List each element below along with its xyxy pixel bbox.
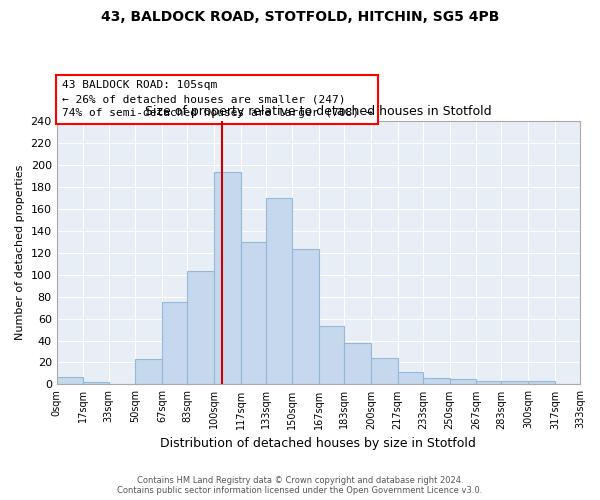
- Bar: [371, 358, 398, 384]
- Title: Size of property relative to detached houses in Stotfold: Size of property relative to detached ho…: [145, 106, 491, 118]
- Bar: [344, 342, 371, 384]
- Bar: [241, 242, 266, 384]
- Bar: [162, 302, 187, 384]
- Text: 43, BALDOCK ROAD, STOTFOLD, HITCHIN, SG5 4PB: 43, BALDOCK ROAD, STOTFOLD, HITCHIN, SG5…: [101, 10, 499, 24]
- Bar: [449, 379, 476, 384]
- Bar: [292, 250, 319, 384]
- Bar: [56, 376, 83, 384]
- Bar: [528, 381, 555, 384]
- X-axis label: Distribution of detached houses by size in Stotfold: Distribution of detached houses by size …: [160, 437, 476, 450]
- Bar: [187, 272, 214, 384]
- Text: Contains HM Land Registry data © Crown copyright and database right 2024.
Contai: Contains HM Land Registry data © Crown c…: [118, 476, 482, 495]
- Text: 43 BALDOCK ROAD: 105sqm
← 26% of detached houses are smaller (247)
74% of semi-d: 43 BALDOCK ROAD: 105sqm ← 26% of detache…: [62, 80, 373, 118]
- Bar: [319, 326, 344, 384]
- Bar: [502, 381, 528, 384]
- Bar: [135, 359, 162, 384]
- Bar: [83, 382, 109, 384]
- Bar: [214, 172, 241, 384]
- Bar: [398, 372, 423, 384]
- Y-axis label: Number of detached properties: Number of detached properties: [15, 165, 25, 340]
- Bar: [266, 198, 292, 384]
- Bar: [476, 381, 502, 384]
- Bar: [423, 378, 449, 384]
